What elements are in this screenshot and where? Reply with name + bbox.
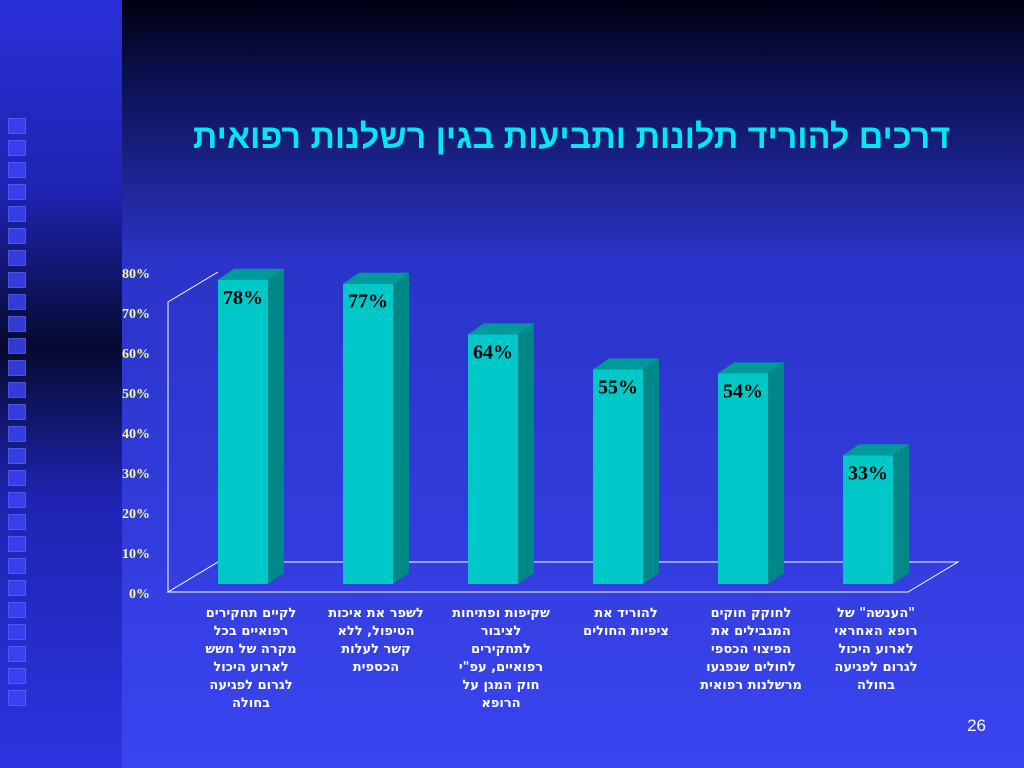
decorative-square [8, 228, 26, 244]
decorative-square [8, 558, 26, 574]
y-tick-label: 0% [129, 587, 150, 602]
bar-3: 64% [468, 323, 534, 584]
bar-front [593, 369, 643, 584]
decorative-square [8, 250, 26, 266]
bar-side [518, 323, 534, 584]
decorative-square [8, 624, 26, 640]
bar-value-label: 77% [348, 291, 388, 313]
decorative-square [8, 206, 26, 222]
decorative-square [8, 602, 26, 618]
decorative-square [8, 448, 26, 464]
decorative-square [8, 294, 26, 310]
bar-top [343, 272, 409, 284]
bar-side [768, 362, 784, 584]
bar-side [893, 444, 909, 584]
decorative-square [8, 382, 26, 398]
decorative-square [8, 580, 26, 596]
y-tick-label: 40% [122, 427, 150, 442]
page-number: 26 [967, 716, 986, 735]
bar-top [593, 358, 659, 370]
bar-value-label: 33% [848, 462, 888, 484]
decorative-square [8, 118, 26, 134]
bar-value-label: 78% [223, 287, 263, 309]
bar-top [843, 444, 909, 456]
bar-top [468, 323, 534, 335]
bar-6: 33% [843, 444, 909, 584]
y-tick-label: 70% [122, 307, 150, 322]
bar-front [468, 334, 518, 584]
decorative-square [8, 514, 26, 530]
y-tick-label: 80% [122, 267, 150, 282]
bar-4: 55% [593, 358, 659, 584]
bar-1: 78% [218, 268, 284, 584]
decorative-square [8, 536, 26, 552]
chart-floor [166, 561, 960, 593]
bar-front [218, 279, 268, 584]
bar-2: 77% [343, 272, 409, 584]
bar-front [843, 455, 893, 584]
bar-top [718, 362, 784, 374]
bar-front [718, 373, 768, 584]
y-tick-label: 30% [122, 467, 150, 482]
decorative-square [8, 690, 26, 706]
decorative-square [8, 316, 26, 332]
decorative-square [8, 646, 26, 662]
y-axis-back-line [167, 271, 219, 303]
bar-side [393, 272, 409, 584]
decorative-side-band [0, 0, 122, 768]
bar-front [343, 283, 393, 584]
decorative-square [8, 492, 26, 508]
y-tick-label: 60% [122, 347, 150, 362]
decorative-square [8, 426, 26, 442]
bar-side [643, 358, 659, 584]
bar-value-label: 54% [723, 380, 763, 402]
bar-side [268, 268, 284, 584]
decorative-square [8, 162, 26, 178]
decorative-square [8, 184, 26, 200]
slide-title: דרכים להוריד תלונות ותביעות בגין רשלנות … [192, 118, 950, 156]
decorative-square [8, 360, 26, 376]
bar-value-label: 64% [473, 341, 513, 363]
y-tick-label: 20% [122, 507, 150, 522]
y-tick-label: 50% [122, 387, 150, 402]
decorative-square [8, 668, 26, 684]
decorative-square [8, 470, 26, 486]
y-tick-label: 10% [122, 547, 150, 562]
decorative-square [8, 338, 26, 354]
decorative-square [8, 404, 26, 420]
decorative-square [8, 140, 26, 156]
bar-top [218, 268, 284, 280]
bar-value-label: 55% [598, 377, 638, 399]
decorative-square [8, 272, 26, 288]
bar-5: 54% [718, 362, 784, 584]
